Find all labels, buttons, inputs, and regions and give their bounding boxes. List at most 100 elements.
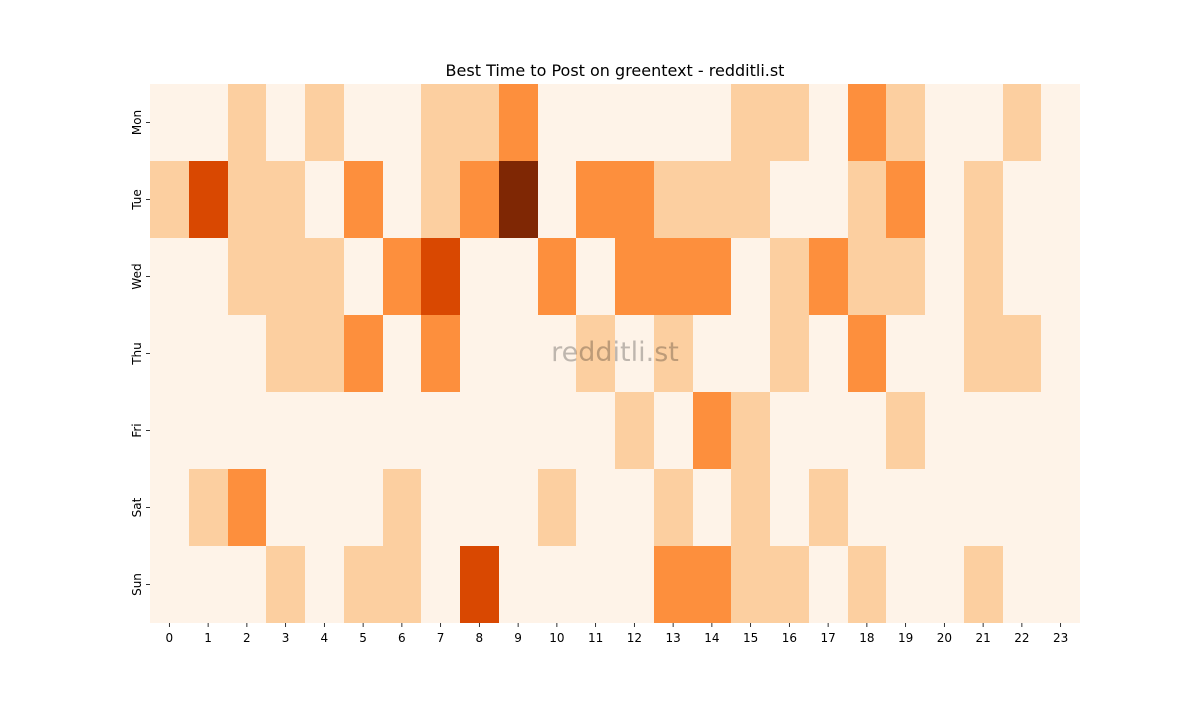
- x-tick-label: 7: [437, 631, 445, 645]
- heatmap-cell-fri-3: [266, 392, 305, 469]
- heatmap-cell-wed-6: [383, 238, 421, 315]
- y-tick-label: Thu: [130, 342, 144, 366]
- heatmap-cell-mon-17: [809, 84, 848, 161]
- heatmap-cell-fri-19: [886, 392, 925, 469]
- heatmap-cell-mon-0: [150, 84, 189, 161]
- heatmap-cell-sat-6: [383, 469, 421, 546]
- heatmap-cell-fri-11: [576, 392, 615, 469]
- heatmap-cell-sat-16: [770, 469, 809, 546]
- heatmap-cell-mon-3: [266, 84, 305, 161]
- heatmap-cell-sat-0: [150, 469, 189, 546]
- heatmap-cell-fri-15: [731, 392, 770, 469]
- heatmap-cell-thu-21: [964, 315, 1003, 392]
- heatmap-cell-fri-17: [809, 392, 848, 469]
- heatmap-cell-sun-12: [615, 546, 654, 623]
- heatmap-cell-tue-0: [150, 161, 189, 238]
- heatmap-cell-wed-13: [654, 238, 693, 315]
- heatmap-cell-wed-23: [1041, 238, 1080, 315]
- heatmap-cell-sun-20: [925, 546, 964, 623]
- y-tick-label: Tue: [130, 189, 144, 211]
- heatmap-cell-sat-10: [538, 469, 576, 546]
- heatmap-cell-sun-17: [809, 546, 848, 623]
- heatmap-cell-fri-1: [189, 392, 228, 469]
- x-tick-label: 8: [476, 631, 484, 645]
- heatmap-cell-mon-12: [615, 84, 654, 161]
- heatmap-cell-wed-8: [460, 238, 499, 315]
- heatmap-cell-fri-18: [848, 392, 886, 469]
- heatmap-cell-sun-3: [266, 546, 305, 623]
- watermark-text: redditli.st: [551, 337, 679, 368]
- heatmap-cell-wed-22: [1003, 238, 1041, 315]
- heatmap-cell-sat-20: [925, 469, 964, 546]
- heatmap-cell-fri-20: [925, 392, 964, 469]
- heatmap-cell-tue-9: [499, 161, 538, 238]
- heatmap-cell-sat-1: [189, 469, 228, 546]
- heatmap-cell-sun-0: [150, 546, 189, 623]
- heatmap-cell-tue-7: [421, 161, 460, 238]
- x-tick-label: 21: [975, 631, 990, 645]
- x-tick-label: 20: [937, 631, 952, 645]
- y-tick-label: Sun: [130, 573, 144, 596]
- heatmap-cell-sun-11: [576, 546, 615, 623]
- heatmap-cell-tue-21: [964, 161, 1003, 238]
- heatmap-cell-wed-1: [189, 238, 228, 315]
- heatmap-cell-sat-4: [305, 469, 344, 546]
- x-tick-label: 2: [243, 631, 251, 645]
- heatmap-cell-wed-9: [499, 238, 538, 315]
- heatmap-cell-fri-21: [964, 392, 1003, 469]
- heatmap-cell-mon-20: [925, 84, 964, 161]
- heatmap-cell-sat-23: [1041, 469, 1080, 546]
- heatmap-cell-thu-14: [693, 315, 731, 392]
- heatmap-cell-wed-18: [848, 238, 886, 315]
- x-axis: 0 1 2 3 4 5 6 7 8 9 10 11 12 13 14 15 16 17 18 19 20 21 22 23: [166, 623, 1068, 645]
- heatmap-cell-sat-7: [421, 469, 460, 546]
- heatmap-cell-sun-13: [654, 546, 693, 623]
- heatmap-cell-thu-17: [809, 315, 848, 392]
- heatmap-cell-tue-5: [344, 161, 383, 238]
- x-tick-label: 15: [743, 631, 758, 645]
- heatmap-cell-wed-20: [925, 238, 964, 315]
- heatmap-cell-thu-3: [266, 315, 305, 392]
- heatmap-cell-fri-10: [538, 392, 576, 469]
- heatmap-cell-thu-18: [848, 315, 886, 392]
- heatmap-cell-fri-13: [654, 392, 693, 469]
- heatmap-cell-mon-21: [964, 84, 1003, 161]
- heatmap-cell-sun-23: [1041, 546, 1080, 623]
- heatmap-cell-sun-1: [189, 546, 228, 623]
- heatmap-cell-tue-12: [615, 161, 654, 238]
- heatmap-cell-fri-23: [1041, 392, 1080, 469]
- heatmap-cell-sun-19: [886, 546, 925, 623]
- x-tick-label: 0: [166, 631, 174, 645]
- heatmap-cell-tue-10: [538, 161, 576, 238]
- heatmap-cell-mon-22: [1003, 84, 1041, 161]
- heatmap-cell-sun-22: [1003, 546, 1041, 623]
- chart-title: Best Time to Post on greentext - redditl…: [446, 61, 785, 80]
- heatmap-cell-mon-11: [576, 84, 615, 161]
- heatmap-cell-sat-14: [693, 469, 731, 546]
- heatmap-cell-thu-5: [344, 315, 383, 392]
- heatmap-cell-mon-15: [731, 84, 770, 161]
- heatmap-cell-wed-15: [731, 238, 770, 315]
- heatmap-cell-sat-19: [886, 469, 925, 546]
- heatmap-cell-wed-4: [305, 238, 344, 315]
- heatmap-cell-fri-9: [499, 392, 538, 469]
- heatmap-cell-mon-1: [189, 84, 228, 161]
- heatmap-cell-mon-7: [421, 84, 460, 161]
- heatmap-cell-mon-16: [770, 84, 809, 161]
- heatmap-cell-sat-9: [499, 469, 538, 546]
- x-tick-label: 6: [398, 631, 406, 645]
- heatmap-cell-sat-12: [615, 469, 654, 546]
- y-tick-label: Wed: [130, 263, 144, 289]
- heatmap-cell-sat-17: [809, 469, 848, 546]
- heatmap-cell-thu-22: [1003, 315, 1041, 392]
- heatmap-cell-thu-13: [654, 315, 693, 392]
- heatmap-cell-thu-4: [305, 315, 344, 392]
- heatmap-cell-sun-2: [228, 546, 266, 623]
- heatmap-cell-tue-19: [886, 161, 925, 238]
- heatmap-cell-wed-3: [266, 238, 305, 315]
- heatmap-cell-fri-6: [383, 392, 421, 469]
- heatmap-cell-sun-21: [964, 546, 1003, 623]
- x-tick-label: 10: [549, 631, 564, 645]
- heatmap-cell-mon-19: [886, 84, 925, 161]
